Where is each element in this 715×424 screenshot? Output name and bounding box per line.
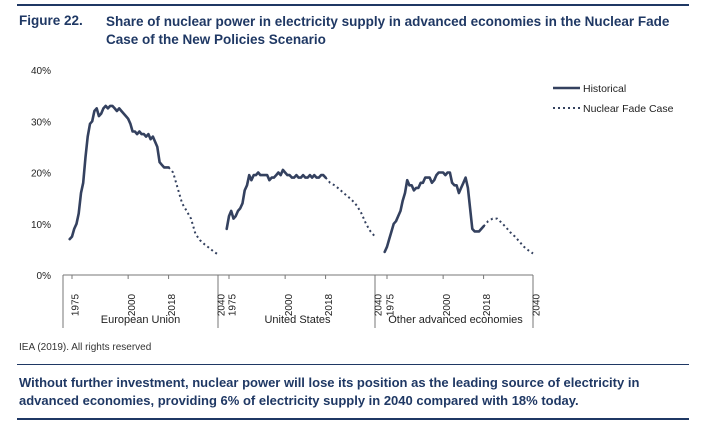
y-tick-label: 10% [31,220,51,231]
x-tick-label: 1975 [228,293,239,316]
x-tick-label: 2040 [374,293,385,316]
bottom-rule [17,418,689,420]
y-tick-label: 20% [31,169,51,180]
panel-label: Other advanced economies [388,314,523,326]
figure-label: Figure 22. [19,13,83,28]
middle-rule [17,364,689,365]
nuclear-fade-case-line [324,176,376,238]
y-tick-label: 0% [37,271,52,282]
nuclear-fade-case-line [167,166,219,256]
legend-label: Historical [583,83,626,95]
x-tick-label: 2000 [284,293,295,316]
panel-label: European Union [101,314,181,326]
y-tick-label: 30% [31,117,51,128]
top-rule [17,4,689,6]
source-note: IEA (2019). All rights reserved [19,342,152,353]
x-tick-label: 2018 [324,293,335,316]
x-tick-label: 2018 [482,293,493,316]
legend-label: Nuclear Fade Case [583,103,674,115]
x-tick-label: 1975 [71,293,82,316]
historical-line [383,171,485,254]
panel-label: United States [264,314,331,326]
x-tick-label: 2040 [532,293,543,316]
y-tick-label: 40% [31,66,51,77]
x-tick-label: 1975 [386,293,397,316]
figure-title: Share of nuclear power in electricity su… [106,14,670,47]
historical-line [68,104,170,241]
nuclear-share-chart: 0% 10% 20% 30% 40% 1975 2000 2018 2040 European U… [31,66,674,328]
x-tick-label: 2018 [167,293,178,316]
x-tick-label: 2000 [127,293,138,316]
x-tick-label: 2040 [217,293,228,316]
historical-line [225,168,327,231]
x-tick-label: 2000 [442,293,453,316]
summary-text: Without further investment, nuclear powe… [19,375,640,408]
nuclear-fade-case-line [482,217,534,255]
